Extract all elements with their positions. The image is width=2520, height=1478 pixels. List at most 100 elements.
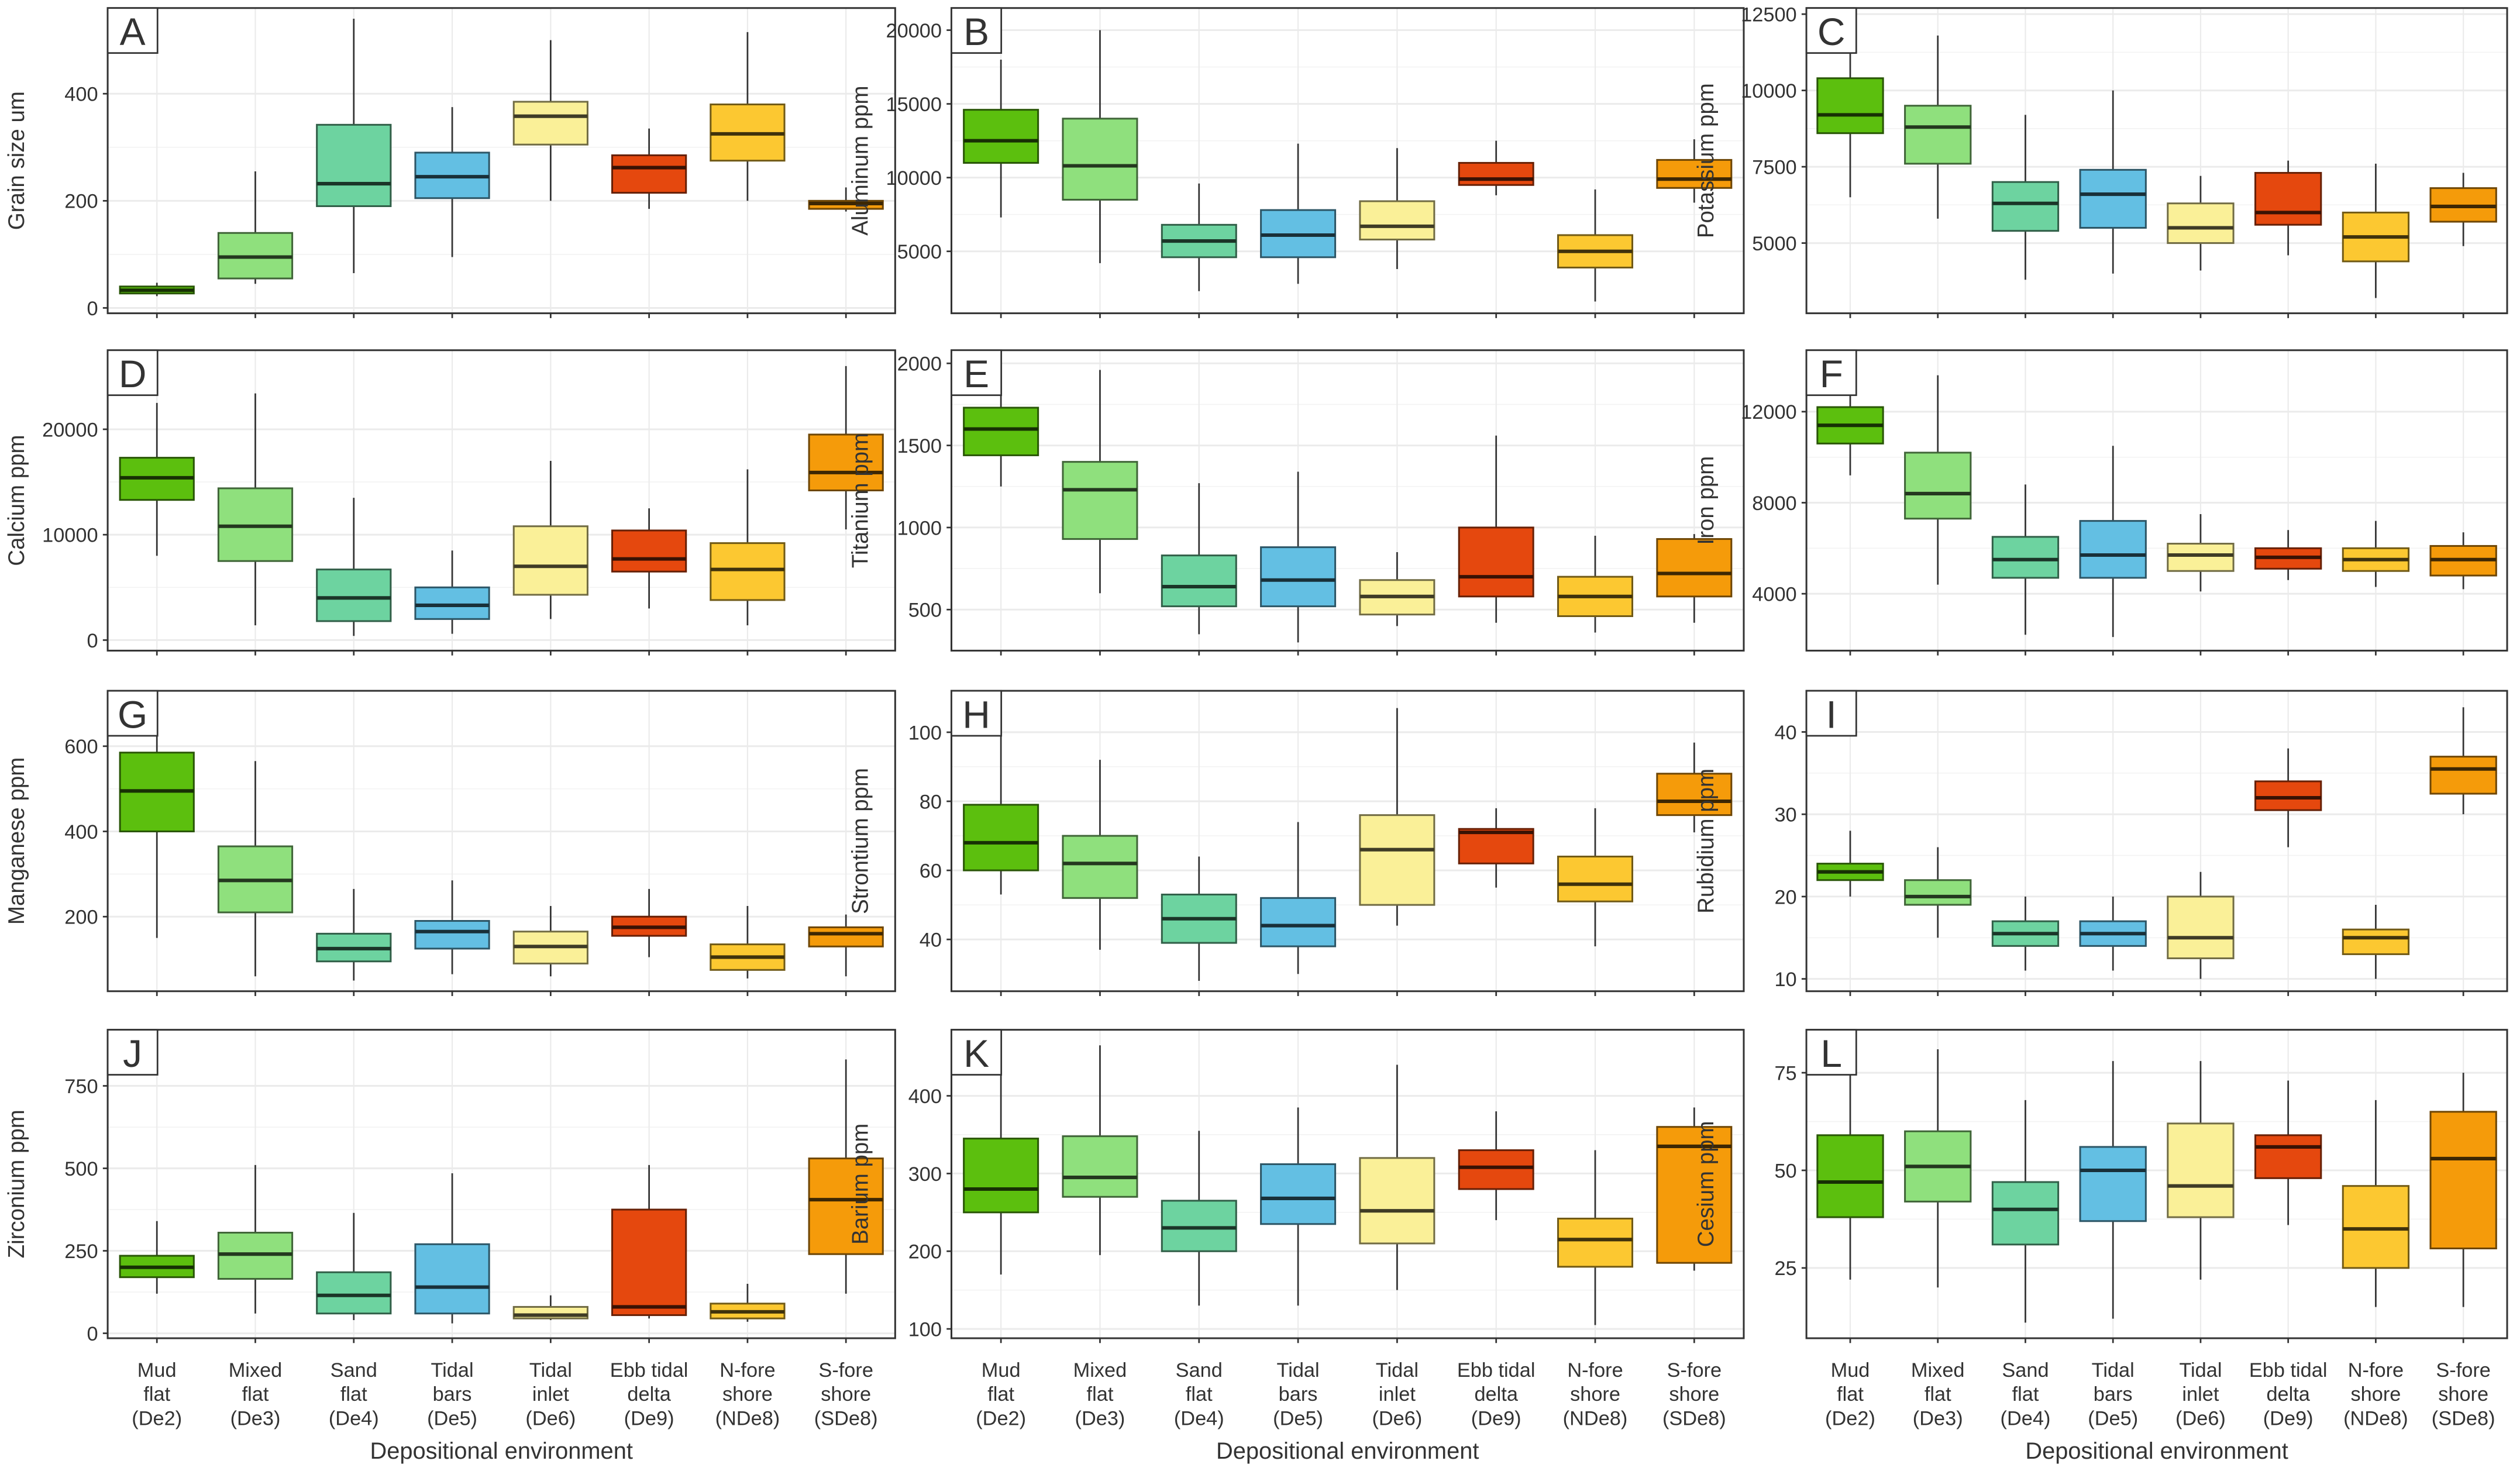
box-4 [2079,896,2147,971]
box-iqr [1656,773,1733,816]
panel-e: 500 1000 1500 2000 Titanium ppm E [848,349,1745,656]
box-iqr [963,109,1039,164]
x-tick-label: Sand [1176,1359,1223,1381]
box-6 [2254,530,2322,580]
y-tick-label: 200 [908,1241,942,1263]
box-1 [119,282,195,297]
x-tick-label: (De2) [1825,1407,1875,1429]
x-tick-label: (De2) [976,1407,1026,1429]
box-5 [1359,708,1435,926]
box-4 [1260,822,1337,974]
y-tick-label: 10000 [42,525,98,547]
x-tick-label: Ebb tidal [610,1359,688,1381]
box-3 [1161,1131,1237,1306]
y-tick-label: 20000 [886,20,942,42]
x-tick-label: (SDe8) [814,1407,878,1429]
y-axis-label: Iron ppm [1693,456,1719,545]
y-tick-label: 10000 [886,167,942,190]
x-tick-label: (De4) [329,1407,379,1429]
y-tick-label: 50 [1774,1160,1796,1182]
x-tick-label: N-fore [1567,1359,1623,1381]
y-tick-label: 0 [87,1323,98,1345]
box-6 [611,128,687,209]
x-tick-label: flat [987,1383,1014,1405]
box-7 [710,906,786,979]
x-tick-label: Tidal [529,1359,572,1381]
y-axis-label: Barium ppm [848,1124,873,1245]
panel-border [1805,7,2508,315]
x-tick-label: Ebb tidal [2249,1359,2328,1381]
panel-c: 5000 7500 10000 12500 Potassium ppm C [1693,4,2508,318]
panel-border [950,1029,1745,1339]
box-iqr [1656,159,1733,189]
x-tick-label: delta [1474,1383,1518,1405]
box-iqr [1062,461,1138,540]
panel-i: 10 20 30 40 Rubidium ppm I [1693,690,2508,996]
box-8 [1656,534,1733,623]
box-iqr [2167,543,2235,572]
box-8 [2429,532,2497,590]
box-7 [2342,904,2410,979]
box-8 [808,187,884,212]
panel-border [1805,349,2508,652]
box-8 [808,1059,884,1294]
x-tick-label: bars [1279,1383,1318,1405]
x-tick-label: Mixed [229,1359,283,1381]
x-tick-label: shore [722,1383,773,1405]
x-tick-label: flat [340,1383,367,1405]
box-4 [1260,471,1337,643]
panel-letter-box [951,349,1003,397]
box-5 [2167,871,2235,979]
panel-letter-box [1805,690,1857,737]
panel-b: 5000 10000 15000 20000 Aluminum ppm B [848,7,1745,318]
box-iqr [414,586,490,620]
panel-letter: D [119,352,147,395]
box-iqr [1359,200,1435,241]
box-5 [512,40,588,201]
box-iqr [1161,554,1237,608]
box-7 [710,32,786,201]
x-tick-label: flat [2012,1383,2039,1405]
box-iqr [512,101,588,146]
box-iqr [1458,828,1534,864]
panel-g: 200 400 600 Manganese ppm G [4,690,896,996]
x-tick-label: (De5) [2088,1407,2138,1429]
y-tick-label: 300 [908,1163,942,1186]
y-tick-label: 30 [1774,804,1796,826]
box-2 [1904,847,1972,938]
box-7 [1557,535,1634,633]
panel-letter-box [951,7,1003,54]
panel-letter-box [951,1029,1003,1076]
box-4 [414,550,490,634]
box-4 [414,1173,490,1324]
y-tick-label: 0 [87,298,98,320]
box-3 [316,1212,392,1321]
box-8 [2429,707,2497,815]
box-iqr [1260,897,1337,948]
panel-letter: E [963,352,989,395]
x-tick-label: bars [433,1383,472,1405]
box-iqr [1991,181,2060,232]
box-5 [2167,1061,2235,1280]
box-iqr [1557,1217,1634,1268]
y-tick-label: 5000 [1752,233,1796,255]
box-3 [1991,1100,2060,1323]
box-6 [611,888,687,957]
plot-background [108,691,896,991]
box-iqr [2167,202,2235,244]
x-tick-label: (De3) [1913,1407,1963,1429]
box-1 [1816,1057,1884,1280]
y-tick-label: 20 [1774,886,1796,908]
box-iqr [963,1138,1039,1214]
box-4 [2079,446,2147,638]
y-tick-label: 12000 [1741,401,1796,423]
panel-letter-box [106,690,159,737]
box-iqr [2429,1111,2497,1250]
box-1 [1816,14,1884,198]
box-2 [1062,370,1138,594]
x-tick-label: (De5) [1273,1407,1323,1429]
y-axis-label: Rubidium ppm [1693,769,1719,914]
x-tick-label: delta [2266,1383,2310,1405]
y-axis-label: Potassium ppm [1693,83,1719,238]
box-iqr [1359,814,1435,906]
